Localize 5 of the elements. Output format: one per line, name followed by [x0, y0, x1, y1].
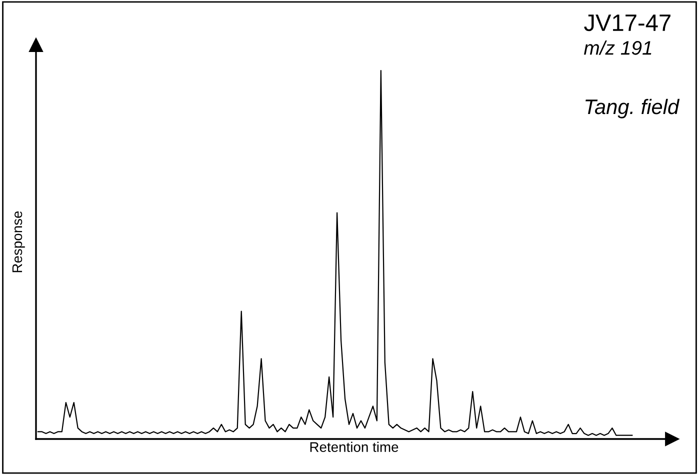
- x-axis-title: Retention time: [310, 442, 398, 452]
- chart-title: JV17-47: [584, 14, 670, 32]
- annotation: Tang. field: [586, 98, 680, 118]
- chart-subtitle: m/z 191: [584, 40, 652, 55]
- y-axis-title: Response: [12, 211, 25, 272]
